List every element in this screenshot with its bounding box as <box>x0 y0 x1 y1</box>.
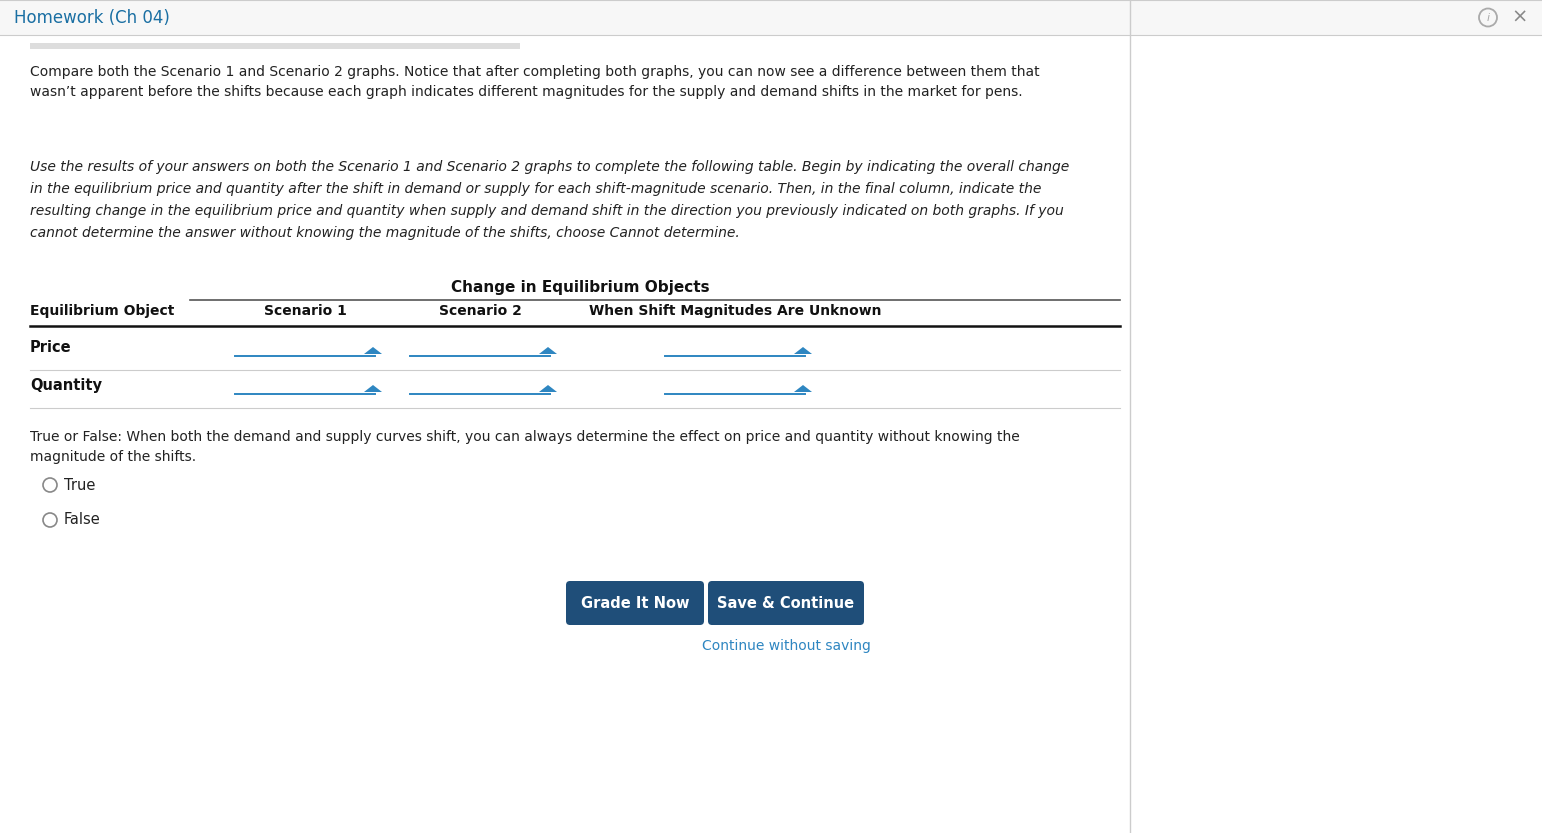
FancyBboxPatch shape <box>0 0 1542 35</box>
Text: i: i <box>1486 12 1490 22</box>
Text: Equilibrium Object: Equilibrium Object <box>29 304 174 318</box>
FancyBboxPatch shape <box>708 581 864 625</box>
FancyBboxPatch shape <box>566 581 705 625</box>
Text: magnitude of the shifts.: magnitude of the shifts. <box>29 450 196 464</box>
Polygon shape <box>364 347 382 354</box>
Text: Save & Continue: Save & Continue <box>717 596 854 611</box>
Text: ×: × <box>1511 8 1528 27</box>
Text: False: False <box>65 512 100 527</box>
Polygon shape <box>794 347 813 354</box>
Text: True: True <box>65 477 96 492</box>
Text: Use the results of your answers on both the Scenario 1 and Scenario 2 graphs to : Use the results of your answers on both … <box>29 160 1069 174</box>
Text: Scenario 2: Scenario 2 <box>438 304 521 318</box>
Text: Quantity: Quantity <box>29 378 102 393</box>
Text: resulting change in the equilibrium price and quantity when supply and demand sh: resulting change in the equilibrium pric… <box>29 204 1064 218</box>
Text: cannot determine the answer without knowing the magnitude of the shifts, choose : cannot determine the answer without know… <box>29 226 740 240</box>
Text: Scenario 1: Scenario 1 <box>264 304 347 318</box>
Polygon shape <box>794 385 813 392</box>
Text: Compare both the Scenario 1 and Scenario 2 graphs. Notice that after completing : Compare both the Scenario 1 and Scenario… <box>29 65 1039 79</box>
Text: Price: Price <box>29 340 71 355</box>
Text: Continue without saving: Continue without saving <box>702 639 870 653</box>
Text: Grade It Now: Grade It Now <box>581 596 689 611</box>
Polygon shape <box>364 385 382 392</box>
Text: wasn’t apparent before the shifts because each graph indicates different magnitu: wasn’t apparent before the shifts becaus… <box>29 85 1022 99</box>
Text: in the equilibrium price and quantity after the shift in demand or supply for ea: in the equilibrium price and quantity af… <box>29 182 1041 196</box>
FancyBboxPatch shape <box>29 43 520 49</box>
Text: Homework (Ch 04): Homework (Ch 04) <box>14 8 170 27</box>
Text: Change in Equilibrium Objects: Change in Equilibrium Objects <box>450 280 709 295</box>
Text: When Shift Magnitudes Are Unknown: When Shift Magnitudes Are Unknown <box>589 304 880 318</box>
Polygon shape <box>540 385 557 392</box>
Polygon shape <box>540 347 557 354</box>
Text: True or False: When both the demand and supply curves shift, you can always dete: True or False: When both the demand and … <box>29 430 1019 444</box>
